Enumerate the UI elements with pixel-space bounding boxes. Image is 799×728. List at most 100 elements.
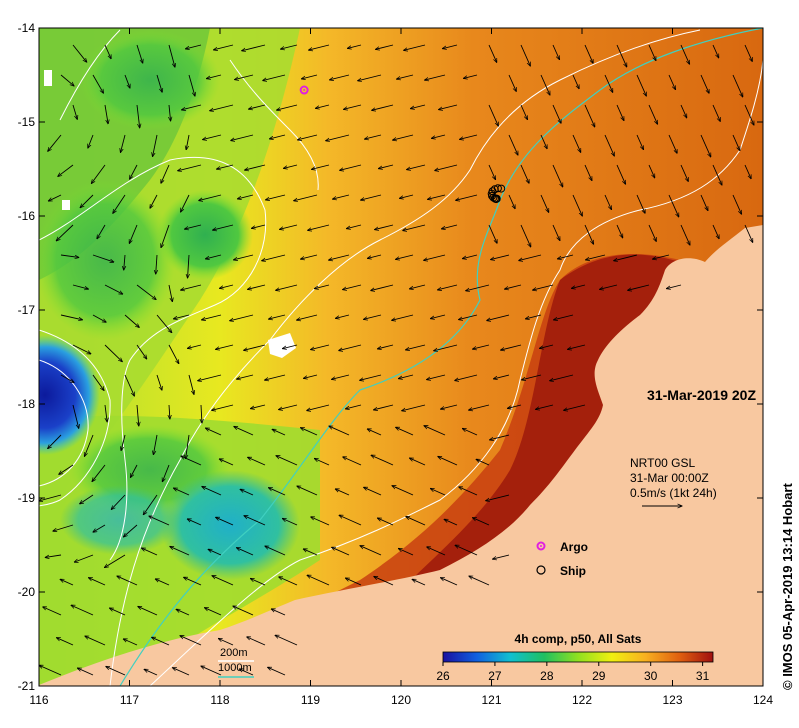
ship-track-marker	[489, 193, 498, 202]
current-arrow	[330, 74, 350, 80]
current-arrow	[72, 344, 91, 354]
current-arrow	[234, 426, 254, 436]
current-arrow	[184, 577, 202, 586]
colorbar-ramp	[442, 651, 714, 663]
current-arrow	[493, 374, 510, 379]
current-arrow	[303, 549, 318, 556]
current-arrow	[173, 668, 190, 676]
lat-tick-label: -20	[18, 585, 36, 599]
current-arrow	[144, 669, 158, 676]
current-arrow	[424, 426, 446, 436]
isobath-legend: 200m 1000m	[218, 647, 254, 678]
current-arrow	[311, 344, 330, 350]
current-arrow	[129, 224, 138, 243]
current-arrow	[156, 314, 172, 333]
current-arrow	[247, 637, 266, 646]
colorbar-tick-label: 28	[540, 669, 554, 683]
current-arrow	[584, 44, 593, 63]
current-arrow	[104, 554, 126, 567]
current-arrow	[486, 494, 510, 501]
current-arrow	[460, 134, 478, 139]
current-arrow	[301, 428, 318, 436]
current-arrow	[185, 224, 202, 229]
current-arrow	[212, 404, 234, 410]
current-arrow	[648, 164, 655, 178]
current-arrow	[396, 427, 414, 436]
current-arrow	[540, 194, 549, 212]
marker-legend: Argo Ship	[536, 540, 588, 578]
current-arrow	[628, 284, 650, 290]
current-arrow	[463, 74, 478, 78]
current-arrow	[203, 134, 222, 140]
current-arrow	[519, 254, 542, 261]
current-arrow	[248, 284, 266, 289]
current-arrow	[176, 609, 190, 616]
current-arrow	[136, 344, 147, 359]
current-arrow	[97, 224, 106, 239]
current-arrow	[45, 554, 62, 557]
current-arrow	[666, 284, 682, 289]
current-arrow	[314, 459, 330, 466]
current-arrow	[168, 284, 172, 302]
current-arrow	[326, 134, 350, 141]
current-arrow	[340, 164, 362, 170]
credit-text: © IMOS 05-Apr-2019 13:14 Hobart	[780, 483, 795, 690]
current-arrow	[283, 164, 298, 168]
current-arrow	[335, 314, 350, 318]
current-arrow	[188, 374, 194, 394]
current-arrow	[412, 579, 426, 586]
current-arrow	[240, 489, 254, 496]
current-arrow	[375, 224, 394, 230]
current-arrow	[425, 74, 446, 80]
current-legend-line3: 0.5m/s (1kt 24h)	[630, 486, 717, 500]
current-arrow	[186, 134, 190, 150]
current-arrow	[712, 224, 719, 239]
current-arrow	[168, 344, 179, 364]
current-arrow	[554, 314, 574, 320]
current-arrow	[152, 637, 170, 646]
current-arrow	[403, 224, 426, 231]
ship-track-marker	[497, 184, 506, 193]
current-arrow	[155, 579, 170, 586]
current-arrow	[277, 104, 298, 110]
colorbar-tick-label: 26	[436, 669, 450, 683]
current-arrow	[245, 164, 266, 170]
current-arrow	[406, 516, 426, 526]
current-arrow	[188, 74, 195, 96]
current-arrow	[501, 344, 522, 350]
current-arrow	[130, 164, 138, 179]
current-arrow	[333, 194, 350, 199]
current-arrow	[680, 224, 690, 245]
current-arrow	[572, 74, 579, 89]
current-arrow	[206, 74, 222, 79]
current-arrow	[490, 434, 510, 440]
lon-tick-label: 119	[301, 693, 320, 707]
isobath-200m-label: 200m	[220, 647, 248, 659]
current-arrow	[441, 404, 458, 409]
current-arrow	[201, 666, 222, 676]
current-arrow	[56, 224, 74, 241]
current-arrow	[456, 194, 478, 200]
current-arrow	[439, 104, 458, 110]
current-arrow	[272, 429, 286, 436]
current-arrow	[604, 134, 614, 156]
current-arrow	[262, 254, 286, 261]
current-arrow	[39, 494, 62, 501]
colorbar-tick-label: 30	[644, 669, 658, 683]
current-arrow	[765, 75, 772, 91]
current-arrow	[636, 194, 645, 213]
current-arrow	[106, 666, 126, 676]
current-arrow	[124, 74, 130, 88]
current-arrow	[217, 164, 234, 169]
current-arrow	[364, 314, 382, 319]
current-arrow	[72, 284, 88, 289]
current-arrow	[552, 224, 560, 241]
current-arrow	[410, 104, 426, 109]
current-arrow	[508, 194, 515, 209]
current-arrow	[374, 404, 394, 410]
current-arrow	[680, 104, 687, 118]
current-arrow	[244, 344, 266, 350]
current-arrow	[361, 194, 382, 200]
current-arrow	[473, 518, 490, 526]
